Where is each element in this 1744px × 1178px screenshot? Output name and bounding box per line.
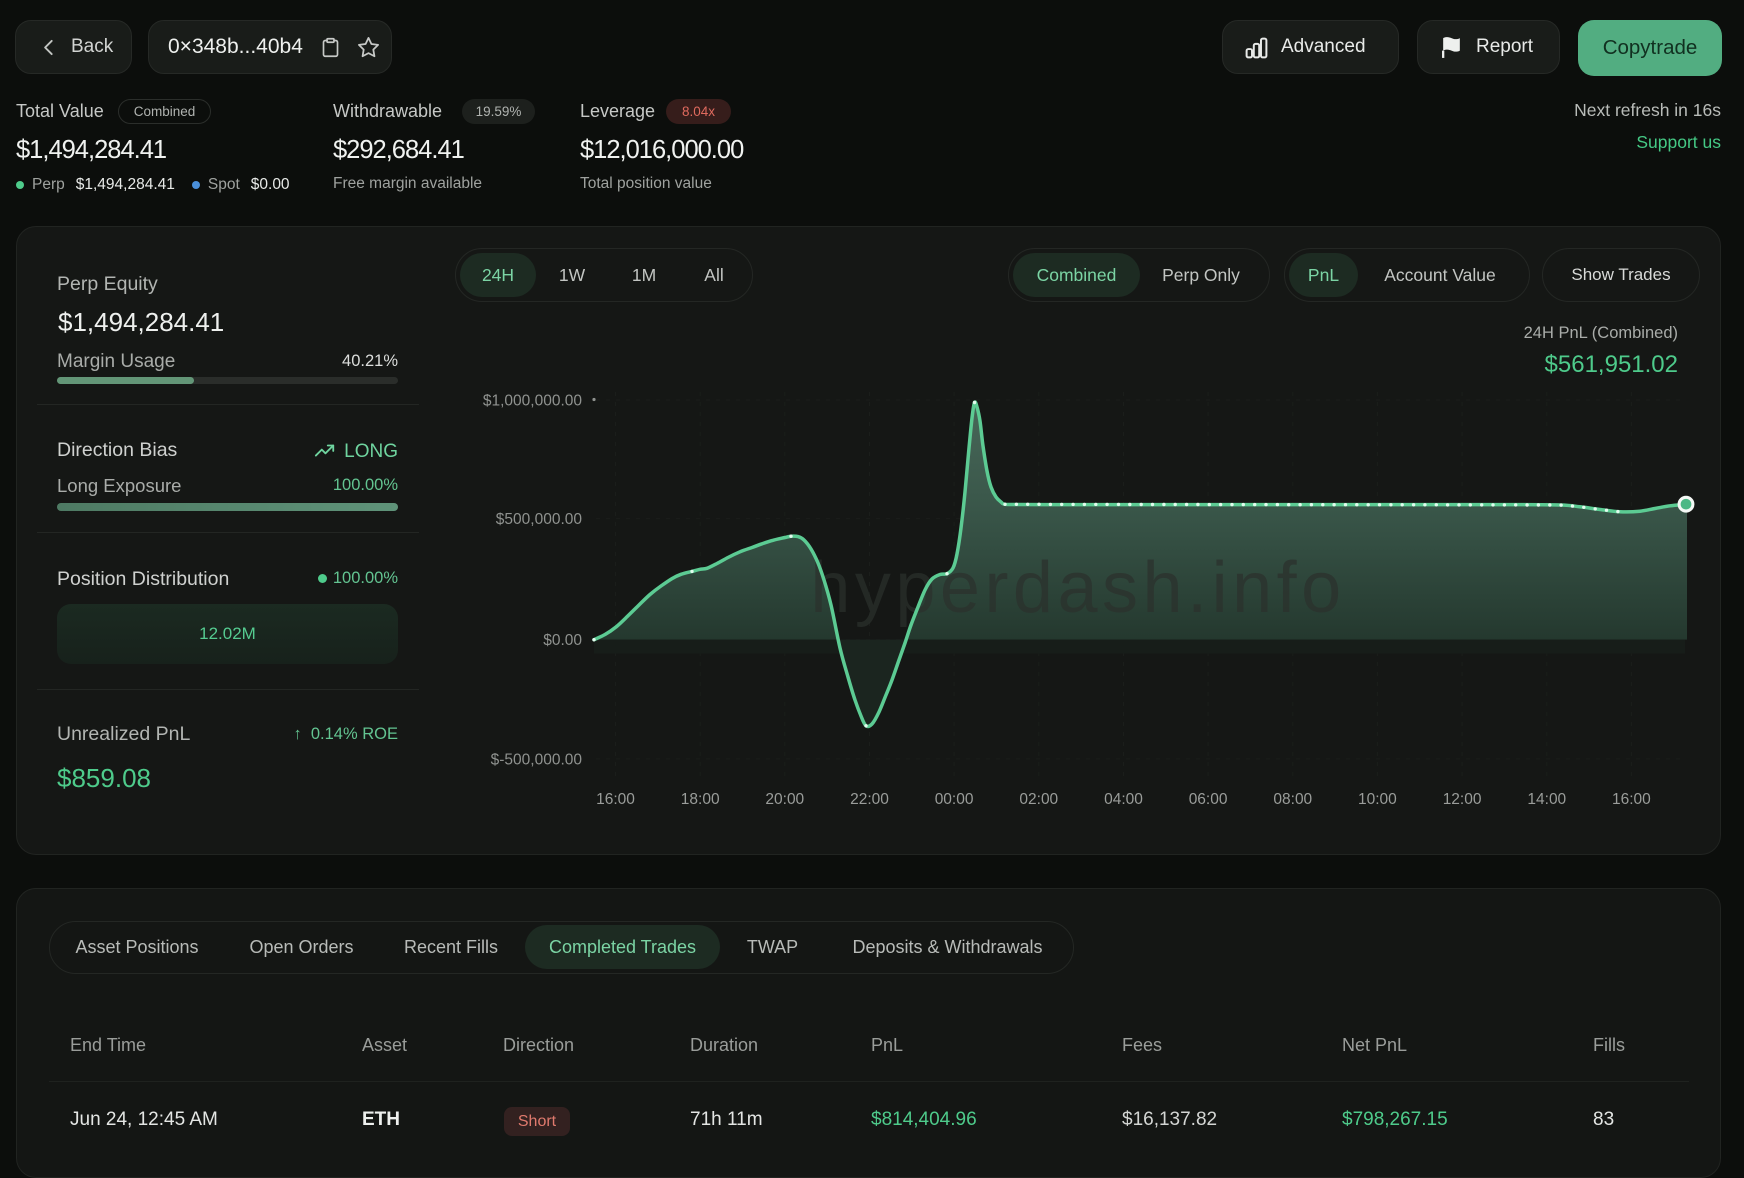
svg-text:hyperdash.info: hyperdash.info (810, 548, 1345, 628)
svg-text:14:00: 14:00 (1527, 791, 1566, 808)
svg-text:$-500,000.00: $-500,000.00 (491, 751, 583, 768)
svg-text:22:00: 22:00 (850, 791, 889, 808)
svg-text:20:00: 20:00 (765, 791, 804, 808)
svg-text:$0.00: $0.00 (543, 632, 582, 649)
svg-text:$500,000.00: $500,000.00 (496, 511, 583, 528)
svg-text:08:00: 08:00 (1273, 791, 1312, 808)
svg-text:00:00: 00:00 (935, 791, 974, 808)
svg-text:$1,000,000.00: $1,000,000.00 (483, 393, 583, 410)
svg-text:12:00: 12:00 (1443, 791, 1482, 808)
svg-text:18:00: 18:00 (681, 791, 720, 808)
svg-text:06:00: 06:00 (1189, 791, 1228, 808)
svg-text:02:00: 02:00 (1019, 791, 1058, 808)
svg-text:04:00: 04:00 (1104, 791, 1143, 808)
svg-text:16:00: 16:00 (596, 791, 635, 808)
svg-text:16:00: 16:00 (1612, 791, 1651, 808)
svg-text:10:00: 10:00 (1358, 791, 1397, 808)
